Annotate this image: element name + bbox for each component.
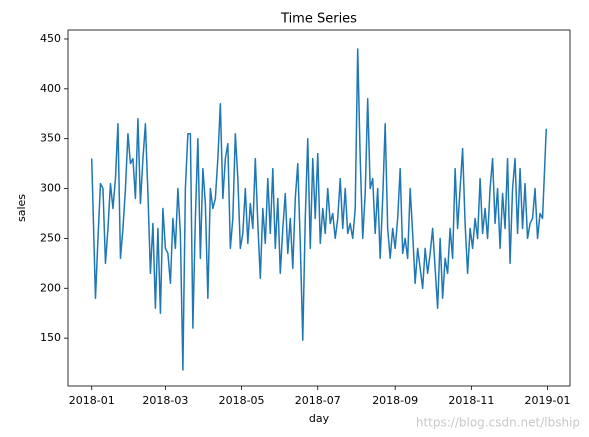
x-tick-label: 2018-03 (142, 394, 188, 407)
x-tick-label: 2019-01 (525, 394, 571, 407)
y-tick-label: 450 (40, 32, 61, 45)
x-axis-label: day (309, 412, 330, 425)
plot-frame (67, 29, 571, 387)
chart-title: Time Series (280, 12, 357, 27)
y-tick-label: 250 (40, 231, 61, 244)
x-tick-label: 2018-09 (372, 394, 418, 407)
y-tick-label: 400 (40, 82, 61, 95)
y-tick-label: 300 (40, 182, 61, 195)
x-tick-label: 2018-01 (69, 394, 115, 407)
x-tick-label: 2018-11 (448, 394, 494, 407)
y-tick-label: 200 (40, 281, 61, 294)
y-tick-label: 150 (40, 331, 61, 344)
data-line (90, 48, 548, 371)
y-tick-label: 350 (40, 132, 61, 145)
x-tick-label: 2018-07 (295, 394, 341, 407)
watermark: https://blog.csdn.net/lbship (416, 416, 580, 430)
y-axis-label: sales (15, 194, 28, 222)
x-tick-label: 2018-05 (219, 394, 265, 407)
